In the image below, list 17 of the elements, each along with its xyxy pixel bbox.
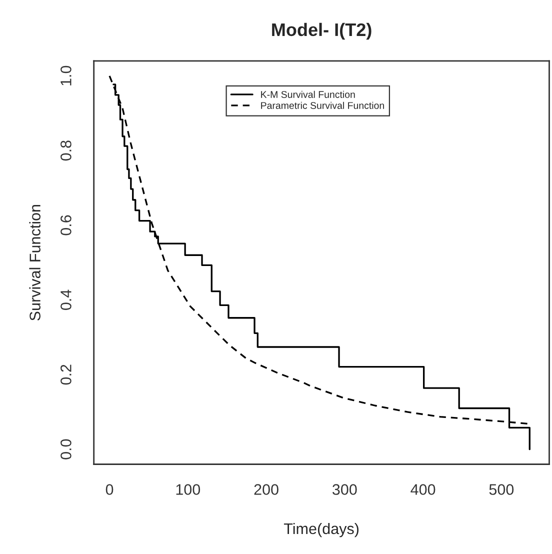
legend-label: K-M Survival Function	[261, 90, 355, 98]
x-tick-label: 0	[106, 484, 114, 495]
y-axis-title: Survival Function	[29, 204, 40, 320]
x-axis-title: Time(days)	[284, 522, 359, 538]
x-tick-label: 100	[176, 484, 200, 495]
y-tick-label: 0.4	[60, 290, 72, 310]
y-tick-label: 0.0	[60, 439, 72, 460]
chart-title: Model- I(T2)	[272, 22, 372, 40]
y-tick-label: 0.6	[60, 215, 72, 236]
legend-label: Parametric Survival Function	[261, 102, 384, 109]
x-tick-label: 300	[332, 484, 357, 495]
x-tick-label: 400	[410, 484, 436, 495]
x-tick-label: 200	[254, 484, 278, 495]
y-tick-label: 1.0	[60, 66, 72, 86]
y-tick-label: 0.8	[60, 140, 72, 161]
x-tick-label: 500	[489, 484, 514, 495]
y-tick-label: 0.2	[60, 364, 72, 385]
